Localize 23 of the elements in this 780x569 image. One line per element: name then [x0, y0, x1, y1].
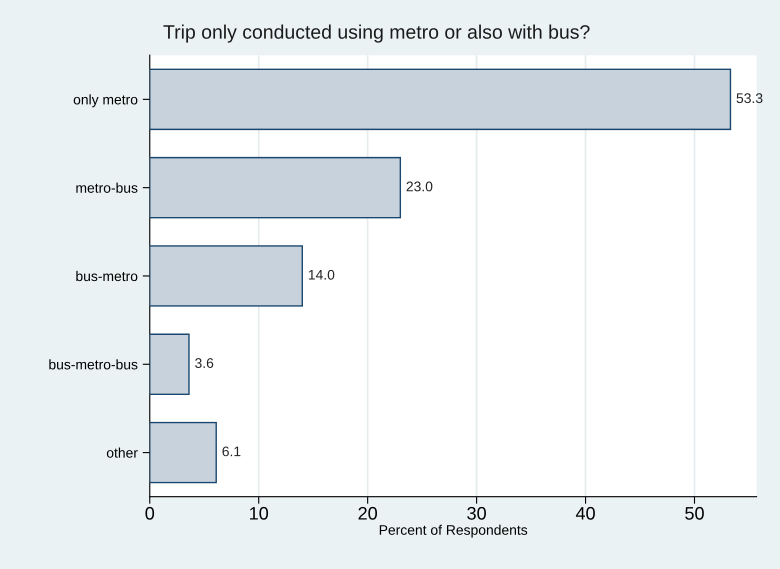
- x-tick-label: 0: [145, 506, 154, 520]
- data-label: 6.1: [222, 446, 240, 456]
- bar: [150, 156, 402, 218]
- data-label: 23.0: [406, 182, 432, 192]
- x-tick-label: 20: [358, 506, 377, 520]
- data-label: 53.3: [736, 93, 762, 104]
- x-tick-label: 40: [576, 506, 595, 520]
- chart-title: Trip only conducted using metro or also with bus?: [163, 24, 590, 43]
- x-axis-title: Percent of Respondents: [380, 524, 528, 538]
- bar: [150, 245, 303, 307]
- bar: [150, 422, 217, 484]
- bar: [150, 68, 732, 130]
- y-tick-label: bus-metro: [76, 270, 138, 282]
- y-tick-label: only metro: [74, 94, 138, 108]
- bar: [150, 334, 190, 395]
- y-tick-label: other: [106, 448, 138, 458]
- data-label: 14.0: [308, 270, 334, 280]
- x-tick-label: 30: [467, 506, 486, 520]
- y-tick-label: metro-bus: [76, 182, 138, 193]
- x-tick-label: 10: [250, 506, 268, 520]
- data-label: 3.6: [195, 358, 214, 368]
- y-tick-label: bus-metro-bus: [49, 359, 138, 370]
- x-tick-label: 50: [685, 506, 704, 520]
